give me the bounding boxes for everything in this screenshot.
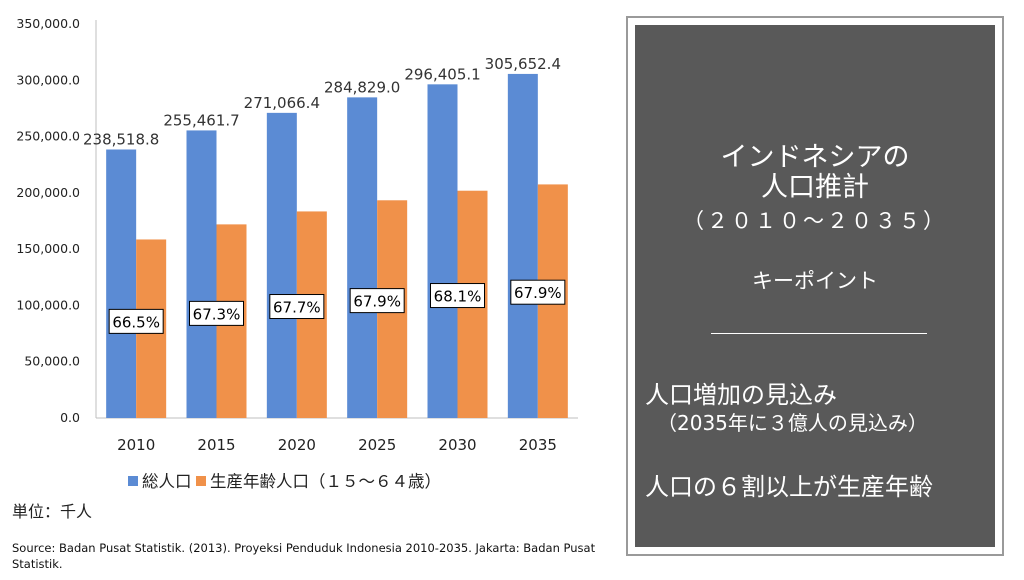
y-tick-label: 200,000.0 — [16, 185, 80, 200]
data-label-box — [430, 283, 485, 309]
x-tick-label: 2020 — [278, 436, 316, 454]
key-points-panel-inner: インドネシアの 人口推計 （２０１０〜２０３５） キーポイント 人口増加の見込み… — [635, 25, 995, 547]
data-label-box — [349, 288, 405, 314]
x-tick-label: 2035 — [519, 436, 557, 454]
y-tick-label: 250,000.0 — [16, 129, 80, 144]
data-label-working-age-ratio: 66.5% — [112, 313, 160, 331]
panel-point-2: 人口の６割以上が生産年齢 — [645, 473, 933, 501]
x-tick-label: 2015 — [197, 436, 235, 454]
data-label-working-age-ratio: 67.7% — [273, 299, 321, 317]
population-bar-chart: 0.0 50,000.0 100,000.0 150,000.0 200,000.0 25… — [16, 16, 578, 491]
bar-total-population — [427, 84, 458, 418]
data-label-working-age-ratio: 67.9% — [353, 293, 401, 311]
x-tick-label: 2030 — [438, 436, 476, 454]
data-label-working-age-ratio: 68.1% — [434, 288, 482, 306]
unit-label: 単位：千人 — [12, 502, 93, 521]
bar-total-population — [347, 97, 378, 418]
y-tick-label: 50,000.0 — [24, 354, 80, 369]
panel-point-1: 人口増加の見込み — [645, 381, 837, 409]
data-label-working-age-ratio: 67.3% — [193, 305, 241, 323]
y-tick-label: 350,000.0 — [16, 16, 80, 31]
source-citation: Source: Badan Pusat Statistik. (2013). P… — [12, 541, 596, 571]
panel-range: （２０１０〜２０３５） — [683, 209, 947, 233]
y-tick-label: 0.0 — [60, 410, 80, 425]
data-label-total: 271,066.4 — [244, 94, 320, 112]
data-label-box — [108, 308, 164, 334]
panel-title-line2: 人口推計 — [761, 172, 869, 203]
bar-total-population — [266, 112, 297, 418]
panel-divider — [711, 333, 927, 334]
bar-total-population — [186, 130, 217, 419]
x-tick-label: 2010 — [117, 436, 155, 454]
legend-swatch — [128, 476, 138, 486]
panel-keypoint-heading: キーポイント — [752, 269, 878, 293]
y-tick-label: 100,000.0 — [16, 297, 80, 312]
data-label-working-age-ratio: 67.9% — [514, 284, 562, 302]
x-tick-label: 2025 — [358, 436, 396, 454]
legend-label: 総人口 — [142, 472, 192, 491]
data-label-box — [269, 294, 325, 320]
y-tick-label: 150,000.0 — [16, 241, 80, 256]
bar-total-population — [507, 73, 538, 418]
panel-point-1-sub: （2035年に３億人の見込み） — [657, 411, 928, 435]
data-label-total: 255,461.7 — [163, 111, 239, 129]
y-tick-label: 300,000.0 — [16, 72, 80, 87]
legend-label: 生産年齢人口（１５〜６４歳） — [210, 472, 441, 491]
data-label-total: 238,518.8 — [83, 130, 159, 148]
key-points-panel: インドネシアの 人口推計 （２０１０〜２０３５） キーポイント 人口増加の見込み… — [626, 16, 1004, 556]
panel-title-line1: インドネシアの — [720, 142, 910, 173]
data-label-total: 284,829.0 — [324, 78, 400, 96]
panel-title: インドネシアの 人口推計 — [635, 143, 995, 203]
data-label-box — [510, 279, 566, 305]
bar-total-population — [106, 149, 137, 419]
data-label-box — [189, 300, 244, 326]
data-label-total: 305,652.4 — [485, 55, 561, 73]
legend-swatch — [196, 476, 206, 486]
data-label-total: 296,405.1 — [404, 65, 480, 83]
